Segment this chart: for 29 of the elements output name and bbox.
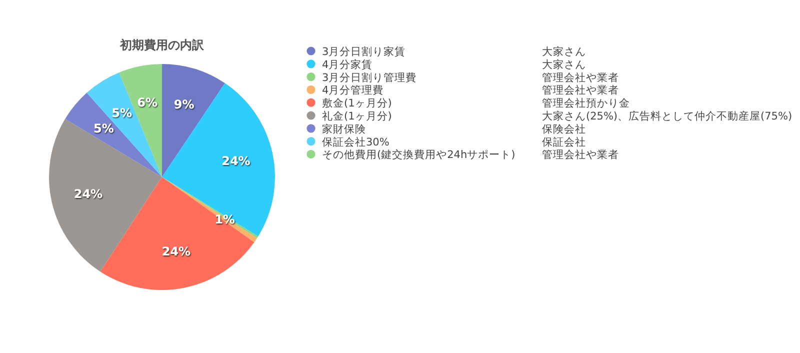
chart-title: 初期費用の内訳	[119, 38, 205, 52]
legend-label: 3月分日割り家賃	[322, 45, 406, 58]
data-label: 5%	[112, 106, 132, 120]
text: 保証会社	[542, 135, 586, 148]
legend-label: 保証会社30%	[322, 135, 390, 148]
data-label: 5%	[93, 122, 114, 136]
text: 保険会社	[542, 122, 586, 136]
data-label: 24%	[74, 186, 103, 201]
text: 管理会社や業者	[542, 70, 619, 84]
legend-label: 3月分日割り管理費	[322, 70, 417, 84]
text: 大家さん	[542, 45, 586, 58]
data-label: 6%	[137, 96, 158, 110]
data-label: 24%	[222, 154, 250, 168]
legend-label: 4月分管理費	[322, 84, 384, 97]
pie-slice	[162, 83, 275, 236]
data-label: 24%	[162, 244, 191, 258]
text: 管理会社預かり金	[542, 96, 630, 110]
text: 大家さん	[542, 58, 586, 71]
text: 管理会社や業者	[542, 84, 619, 97]
legend-label: その他費用(鍵交換費用や24hサポート)	[322, 148, 516, 162]
data-label: 9%	[174, 98, 194, 112]
legend-label: 敷金(1ヶ月分)	[322, 98, 392, 110]
pie-slice	[49, 118, 162, 272]
legend-label: 礼金(1ヶ月分)	[322, 110, 392, 122]
legend-label: 家財保険	[322, 122, 366, 136]
pie-slice	[86, 72, 162, 177]
text: 管理会社や業者	[542, 148, 619, 162]
text: 大家さん(25%)、広告料として仲介不動産屋(75%)	[542, 110, 792, 122]
legend-label: 4月分家賃	[322, 58, 373, 71]
